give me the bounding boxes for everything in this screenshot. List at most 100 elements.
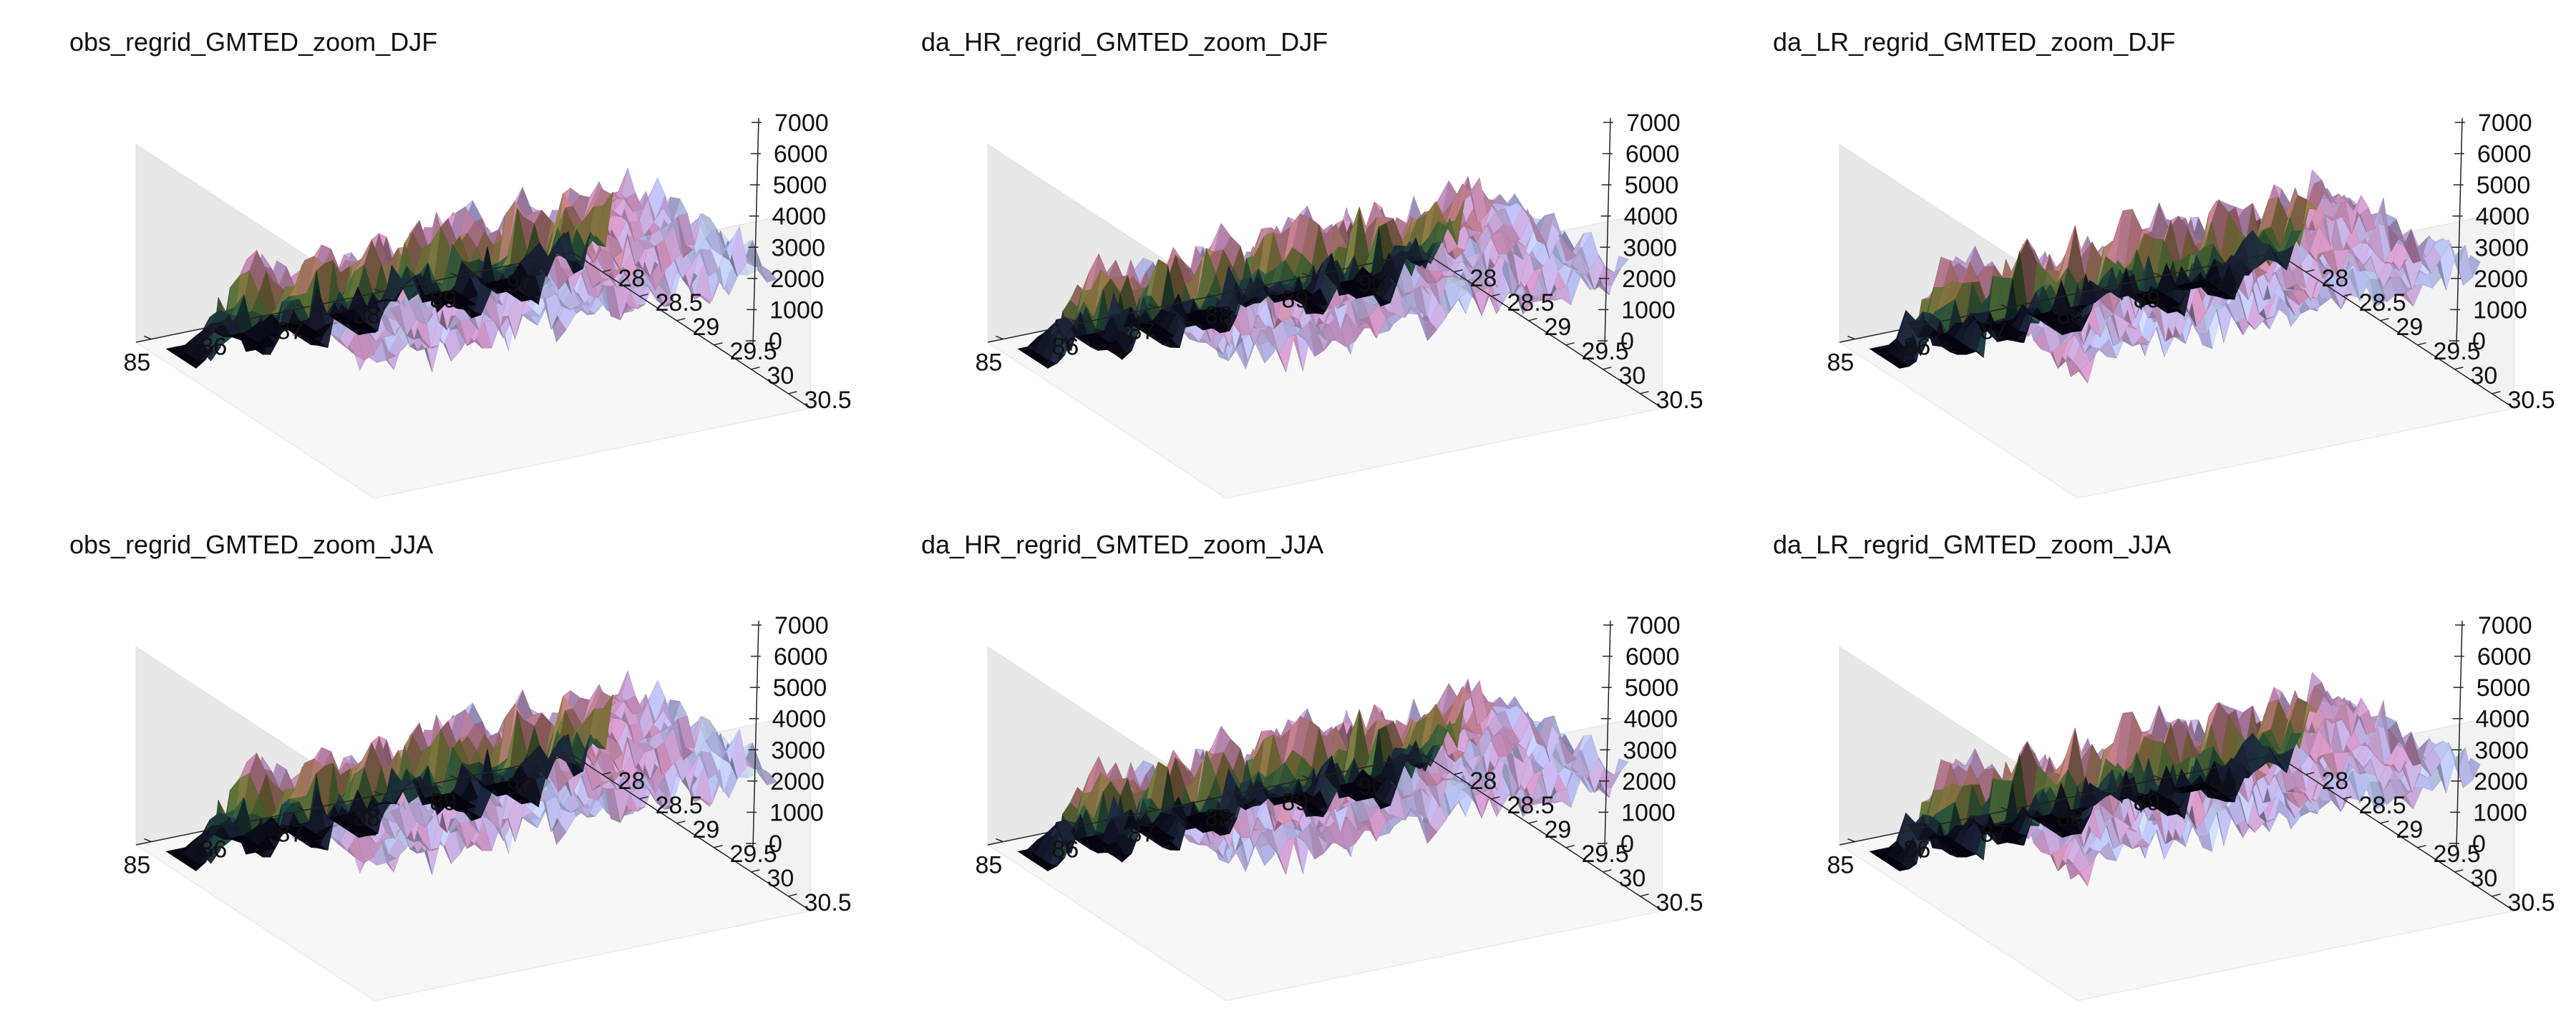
y-axis-line <box>572 251 812 409</box>
x-tick <box>2077 288 2085 293</box>
z-tick-label: 7000 <box>774 612 829 639</box>
y-tick-label: 28.5 <box>656 289 703 316</box>
x-tick-label: 86 <box>200 836 227 863</box>
y-tick-label: 28 <box>1470 265 1497 292</box>
x-tick-label: 88 <box>353 805 380 832</box>
y-tick-label: 28.5 <box>656 792 703 819</box>
panel-title: da_LR_regrid_GMTED_zoom_JJA <box>1773 530 2172 559</box>
terrain-surface <box>1869 169 2481 384</box>
z-tick-label: 0 <box>1620 328 1634 355</box>
x-tick-label: 87 <box>1980 318 2007 345</box>
z-tick-label: 2000 <box>1622 266 1676 293</box>
y-tick <box>2380 318 2389 321</box>
z-tick-label: 6000 <box>2477 141 2532 168</box>
x-tick-label: 90 <box>506 773 533 800</box>
x-tick <box>220 319 228 324</box>
y-tick-label: 28 <box>618 768 646 795</box>
y-tick <box>1603 367 1612 370</box>
y-tick <box>1454 269 1463 273</box>
z-tick-label: 5000 <box>773 172 827 199</box>
z-tick-label: 6000 <box>774 141 828 168</box>
z-tick-label: 3000 <box>2474 234 2529 261</box>
z-tick-label: 0 <box>769 328 782 355</box>
y-tick <box>751 869 760 873</box>
x-tick <box>527 759 535 764</box>
y-tick-label: 30 <box>767 865 794 892</box>
z-tick-label: 5000 <box>773 674 827 702</box>
x-tick-label: 85 <box>123 852 150 879</box>
y-tick-label: 29 <box>1545 314 1572 341</box>
y-tick <box>788 391 797 395</box>
x-tick <box>1847 335 1855 340</box>
x-tick-label: 89 <box>429 286 457 314</box>
x-tick <box>144 838 152 843</box>
y-tick <box>639 294 648 297</box>
z-axis-line <box>752 620 759 848</box>
y-tick <box>2305 269 2315 273</box>
y-tick-label: 30.5 <box>1656 387 1703 414</box>
x-tick-label: 87 <box>276 821 303 848</box>
x-axis-line <box>1839 251 2277 343</box>
x-tick <box>527 256 535 261</box>
z-tick-label: 1000 <box>1621 296 1676 324</box>
panel-title: obs_regrid_GMTED_zoom_DJF <box>69 27 438 57</box>
x-tick <box>297 806 305 811</box>
terrain-surface <box>165 167 777 373</box>
y-tick <box>676 318 686 321</box>
y-tick-label: 29 <box>693 816 720 843</box>
y-axis-line <box>1424 251 1663 409</box>
y-tick <box>1491 294 1500 297</box>
surface-facet <box>165 347 184 354</box>
y-tick-label: 30 <box>1619 362 1646 389</box>
z-axis-line <box>1604 117 1611 346</box>
z-axis-line <box>752 117 759 346</box>
panel-title: obs_regrid_GMTED_zoom_JJA <box>69 530 434 559</box>
y-tick <box>714 342 723 346</box>
x-tick-label: 90 <box>506 271 533 298</box>
z-tick-label: 0 <box>769 831 782 858</box>
y-tick <box>2454 367 2464 370</box>
y-tick-label: 30 <box>767 362 794 389</box>
y-tick <box>2492 391 2501 395</box>
x-tick-label: 88 <box>2056 302 2084 329</box>
x-tick <box>2154 272 2162 277</box>
x-tick-label: 86 <box>200 334 227 361</box>
x-tick <box>450 272 458 277</box>
x-tick-label: 88 <box>1205 302 1232 329</box>
y-tick <box>1565 342 1575 346</box>
x-tick <box>1072 319 1080 324</box>
x-tick-label: 87 <box>276 318 303 345</box>
y-tick-label: 30 <box>2471 362 2498 389</box>
y-tick-label: 28 <box>618 265 646 292</box>
z-tick-label: 3000 <box>1623 234 1677 261</box>
x-tick <box>374 790 381 795</box>
y-tick-label: 28 <box>2322 265 2349 292</box>
y-tick <box>714 845 723 848</box>
x-tick <box>1225 288 1233 293</box>
x-tick <box>2230 256 2238 261</box>
y-tick-label: 29 <box>693 314 720 341</box>
z-tick-label: 2000 <box>2474 266 2528 293</box>
z-tick-label: 2000 <box>770 768 825 795</box>
x-tick-label: 85 <box>123 349 150 377</box>
y-tick-label: 30.5 <box>805 889 852 916</box>
x-tick <box>450 775 458 780</box>
x-tick-label: 85 <box>975 349 1002 377</box>
z-tick-label: 3000 <box>771 234 825 261</box>
x-tick-label: 89 <box>1281 286 1308 314</box>
x-axis-line <box>987 251 1425 343</box>
x-tick-label: 90 <box>2210 271 2237 298</box>
panel-title: da_LR_regrid_GMTED_zoom_DJF <box>1773 27 2176 57</box>
x-tick <box>144 335 152 340</box>
x-tick <box>297 304 305 309</box>
x-tick-label: 89 <box>429 789 457 816</box>
surface-facet <box>1869 347 1887 354</box>
z-tick-label: 1000 <box>769 799 824 826</box>
panel-title: da_HR_regrid_GMTED_zoom_DJF <box>921 27 1328 57</box>
x-axis-line <box>135 251 573 343</box>
z-tick-label: 1000 <box>2473 296 2527 324</box>
